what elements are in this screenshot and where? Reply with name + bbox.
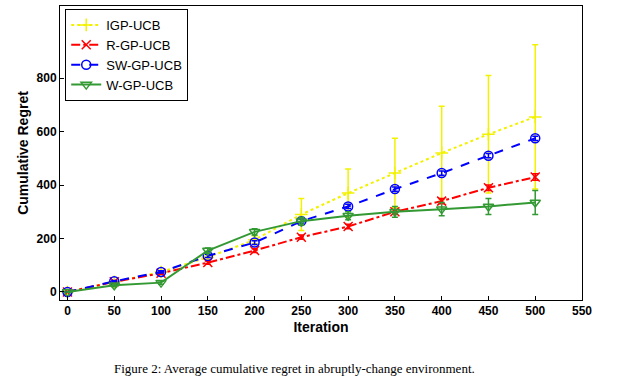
svg-text:400: 400 bbox=[37, 178, 57, 192]
svg-text:Iteration: Iteration bbox=[293, 319, 348, 335]
svg-text:500: 500 bbox=[525, 304, 545, 318]
svg-text:IGP-UCB: IGP-UCB bbox=[106, 18, 160, 33]
svg-text:450: 450 bbox=[478, 304, 498, 318]
svg-text:Cumulative Regret: Cumulative Regret bbox=[15, 91, 31, 215]
svg-text:150: 150 bbox=[198, 304, 218, 318]
svg-text:W-GP-UCB: W-GP-UCB bbox=[106, 78, 173, 93]
svg-text:800: 800 bbox=[37, 71, 57, 85]
svg-text:400: 400 bbox=[432, 304, 452, 318]
svg-text:200: 200 bbox=[37, 232, 57, 246]
svg-text:SW-GP-UCB: SW-GP-UCB bbox=[106, 58, 182, 73]
svg-text:200: 200 bbox=[245, 304, 265, 318]
svg-text:300: 300 bbox=[338, 304, 358, 318]
svg-text:50: 50 bbox=[108, 304, 122, 318]
svg-text:Figure 2: Average cumulative r: Figure 2: Average cumulative regret in a… bbox=[114, 361, 475, 376]
svg-text:0: 0 bbox=[64, 304, 71, 318]
svg-text:550: 550 bbox=[572, 304, 592, 318]
svg-text:600: 600 bbox=[37, 125, 57, 139]
svg-text:0: 0 bbox=[50, 285, 57, 299]
svg-text:R-GP-UCB: R-GP-UCB bbox=[106, 38, 170, 53]
svg-text:350: 350 bbox=[385, 304, 405, 318]
svg-text:250: 250 bbox=[291, 304, 311, 318]
svg-text:100: 100 bbox=[151, 304, 171, 318]
